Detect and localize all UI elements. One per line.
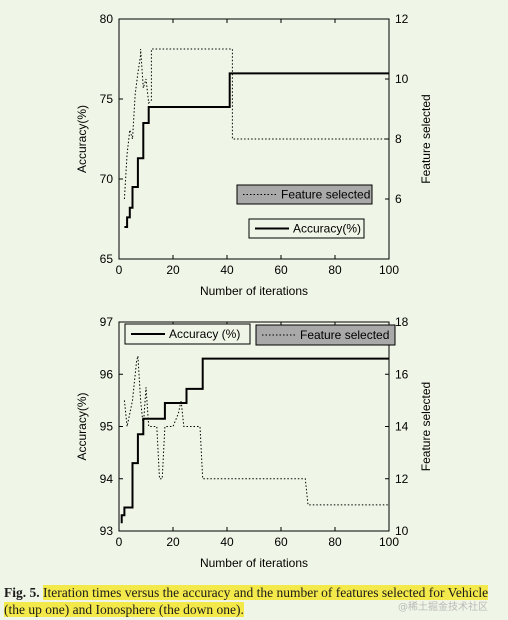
- chart2-legend-box: [255, 324, 396, 346]
- chart1-x-tick-label: 20: [166, 263, 180, 277]
- chart1-legend-label: Accuracy(%): [293, 222, 361, 236]
- chart1-series-accuracy-line: [124, 72, 389, 228]
- chart1-legend-box: [236, 184, 373, 205]
- chart2-y2-tick-label: 16: [395, 367, 409, 381]
- chart2-y-axis-label: Accuracy(%): [75, 392, 89, 460]
- chart2-x-tick-label: 80: [328, 535, 342, 549]
- chart2-y-tick-label: 95: [100, 420, 114, 434]
- chart2-series-feature-selected-line: [123, 355, 389, 506]
- chart2-x-tick-label: 100: [379, 535, 399, 549]
- figure-caption: Fig. 5. Iteration times versus the accur…: [4, 584, 506, 618]
- chart1-y2-axis-label: Feature selected: [419, 94, 433, 183]
- chart2-legend-label: Feature selected: [300, 328, 389, 342]
- chart1-x-tick-label: 60: [274, 263, 288, 277]
- chart1-y2-tick-label: 6: [395, 192, 402, 206]
- chart2-x-tick-label: 20: [166, 535, 180, 549]
- chart2-y2-tick-label: 14: [395, 420, 409, 434]
- chart2-y2-tick-label: 10: [395, 524, 409, 538]
- chart2-x-tick-label: 60: [274, 535, 288, 549]
- chart2-y-tick-label: 96: [100, 367, 114, 381]
- chart1-y2-tick-label: 8: [395, 132, 402, 146]
- chart1-y-axis-label: Accuracy(%): [75, 105, 89, 173]
- chart2-x-axis-label: Number of iterations: [200, 556, 308, 570]
- chart2-y-tick-label: 93: [100, 524, 114, 538]
- chart1-x-tick-label: 100: [379, 263, 399, 277]
- chart1-x-tick-label: 40: [220, 263, 234, 277]
- chart2-y-tick-label: 94: [100, 472, 114, 486]
- chart1-y2-tick-label: 12: [395, 12, 409, 26]
- chart1-y-tick-label: 75: [100, 92, 114, 106]
- chart1-y-tick-label: 80: [100, 12, 114, 26]
- chart1-y-tick-label: 65: [100, 252, 114, 266]
- chart2-x-tick-label: 0: [116, 535, 123, 549]
- chart2-legend-label: Accuracy (%): [169, 327, 240, 341]
- chart2-x-tick-label: 40: [220, 535, 234, 549]
- chart2-plot-frame: [118, 321, 390, 532]
- chart1-x-tick-label: 80: [328, 263, 342, 277]
- chart2-legend-box: [124, 323, 251, 345]
- chart1-legend-label: Feature selected: [281, 188, 370, 202]
- chart1-x-tick-label: 0: [116, 263, 123, 277]
- chart2-y-tick-label: 97: [100, 315, 114, 329]
- chart1-legend-box: [248, 218, 365, 239]
- chart2-y2-tick-label: 12: [395, 472, 409, 486]
- chart1-y-tick-label: 70: [100, 172, 114, 186]
- chart1-y2-tick-label: 10: [395, 72, 409, 86]
- chart1-series-feature-selected-line: [123, 48, 389, 200]
- watermark: @稀土掘金技术社区: [398, 602, 488, 613]
- chart2-y2-tick-label: 18: [395, 315, 409, 329]
- chart1-x-axis-label: Number of iterations: [200, 284, 308, 298]
- chart2-series-accuracy-line: [120, 357, 389, 524]
- chart2-y2-axis-label: Feature selected: [419, 382, 433, 471]
- caption-label: Fig. 5.: [4, 585, 40, 600]
